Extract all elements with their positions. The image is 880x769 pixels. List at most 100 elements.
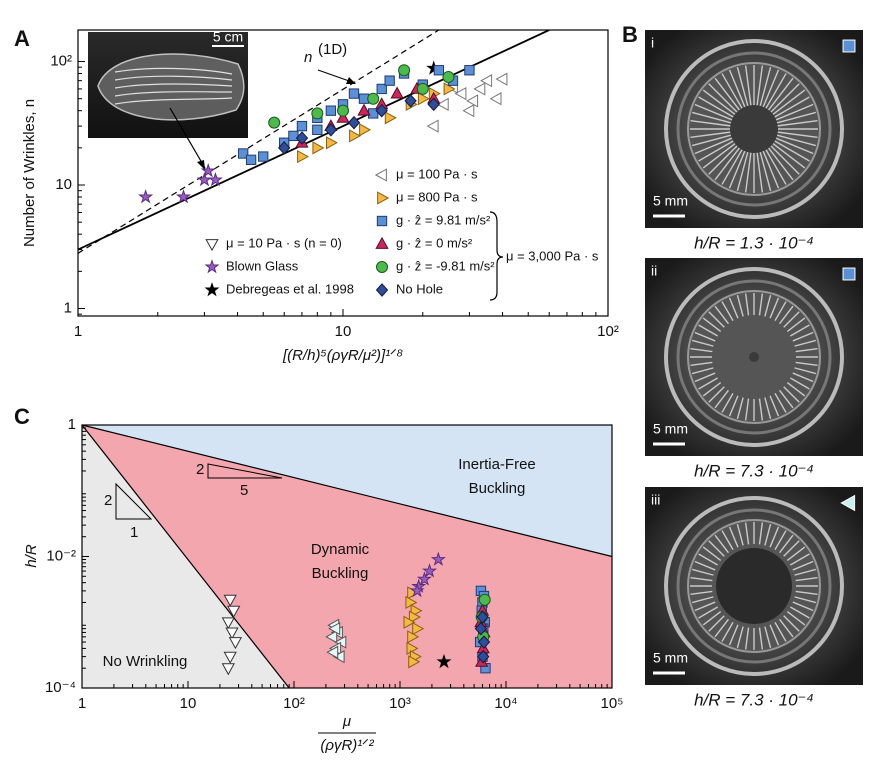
photo-wrinkle xyxy=(691,339,714,347)
legend-marker xyxy=(204,282,220,297)
photo-wrinkle xyxy=(708,311,725,328)
marker-square xyxy=(288,130,299,142)
marker-diamond xyxy=(295,131,309,145)
marker-star xyxy=(430,551,446,566)
photo-ring xyxy=(676,279,832,435)
photo-wrinkle xyxy=(774,103,814,122)
photo-wrinkle xyxy=(795,347,818,353)
legend-label: g · ẑ = 9.81 m/s² xyxy=(396,212,491,227)
marker-triangle xyxy=(359,123,372,137)
photo-wrinkle xyxy=(694,136,734,155)
inset-wrinkle xyxy=(114,75,233,81)
marker-triangle xyxy=(408,655,421,669)
legend-marker xyxy=(376,261,388,273)
photo-wrinkle xyxy=(744,150,752,193)
marker-triangle xyxy=(326,645,339,659)
marker-triangle xyxy=(412,621,425,636)
marker-triangle xyxy=(454,86,467,101)
marker-triangle xyxy=(221,617,235,630)
photo-icon xyxy=(842,39,856,53)
photo-wrinkle xyxy=(721,301,734,321)
marker-square xyxy=(296,120,308,132)
photo-wrinkle xyxy=(702,382,722,397)
markers xyxy=(138,60,508,204)
photo-wrinkle xyxy=(702,546,722,561)
photo-ring xyxy=(664,39,844,219)
slope-rise: 2 xyxy=(196,461,204,478)
photo-wrinkle xyxy=(783,386,800,403)
marker-triangle xyxy=(436,97,449,111)
inset-wrinkle xyxy=(114,83,233,89)
photo-wrinkle xyxy=(714,389,729,409)
marker-triangle xyxy=(443,82,456,96)
inset-wrinkle xyxy=(114,67,233,75)
photo-wrinkle xyxy=(744,65,752,108)
legend-marker xyxy=(374,168,387,182)
x-tick-label: 10² xyxy=(283,695,305,712)
photo-wrinkle xyxy=(772,139,810,162)
marker-triangle xyxy=(489,92,502,106)
photo-wrinkle xyxy=(736,294,744,317)
x-tick-label: 10⁵ xyxy=(601,695,624,712)
marker-diamond xyxy=(375,103,388,118)
slope-run: 1 xyxy=(130,524,138,541)
photo-wrinkle xyxy=(790,553,810,566)
photo-wrinkle xyxy=(779,305,794,325)
photo-wrinkle xyxy=(690,347,713,353)
marker-diamond xyxy=(278,141,291,155)
photo-wrinkle xyxy=(698,324,718,337)
line-label-arrowhead xyxy=(346,77,356,84)
photo-wrinkle xyxy=(779,389,794,409)
marker-triangle xyxy=(390,86,404,99)
marker-triangle xyxy=(473,82,486,96)
photo-wrinkle xyxy=(744,398,750,421)
photo-wrinkle xyxy=(728,526,739,548)
photo-wrinkle xyxy=(728,69,747,109)
photo-wrinkle xyxy=(771,141,806,169)
marker-triangle xyxy=(221,663,235,676)
photo-wrinkle xyxy=(764,73,787,111)
photo-wrinkle xyxy=(690,590,713,596)
marker-square xyxy=(245,154,257,165)
legend-marker xyxy=(375,236,389,249)
photo-wrinkle xyxy=(774,530,787,550)
photo-wrinkle xyxy=(714,305,729,325)
photo-scale-label: 5 mm xyxy=(653,421,688,437)
y-axis-label: Number of Wrinkles, n xyxy=(21,99,38,247)
inset-arrowhead xyxy=(197,160,205,170)
marker-triangle xyxy=(225,627,239,640)
photo-wrinkle xyxy=(775,119,818,127)
marker-triangle xyxy=(403,615,416,629)
photo-wrinkle xyxy=(694,331,716,342)
photo-wrinkle xyxy=(708,386,725,403)
marker-square xyxy=(237,148,249,159)
photo-wrinkle xyxy=(721,530,734,550)
photo-wrinkle xyxy=(714,618,729,638)
photo-wrinkle xyxy=(795,576,818,582)
photo-wrinkle xyxy=(795,361,818,367)
photo-wrinkle xyxy=(786,546,806,561)
photo-wrinkle xyxy=(736,626,744,649)
photo-wrinkle xyxy=(744,293,750,316)
marker-triangle xyxy=(326,136,338,150)
photo-wrinkle xyxy=(764,626,772,649)
legend-label: Debregeas et al. 1998 xyxy=(226,281,354,296)
photo-wrinkle xyxy=(702,317,722,332)
photo-wrinkle xyxy=(714,146,742,181)
inset-arrow xyxy=(169,107,206,169)
legend-label: μ = 100 Pa · s xyxy=(396,166,478,181)
photo-wrinkle xyxy=(783,540,800,557)
x-tick-label: 10² xyxy=(597,323,619,340)
photo-wrinkle xyxy=(759,150,772,192)
marker-triangle xyxy=(312,141,325,155)
photo-wrinkle xyxy=(690,576,713,582)
x-tick-label: 10³ xyxy=(389,695,411,712)
photo-wrinkle xyxy=(721,393,734,413)
photo-wrinkle xyxy=(774,622,787,642)
photo-wrinkle xyxy=(756,65,764,108)
x-axis-label: [(R/h)⁵(ργR/μ²)]¹ᐟ⁸ xyxy=(282,347,403,364)
photo-wrinkle xyxy=(702,89,737,117)
photo-wrinkle xyxy=(764,294,772,317)
slope-run: 5 xyxy=(240,482,248,499)
marker-star xyxy=(207,172,223,187)
